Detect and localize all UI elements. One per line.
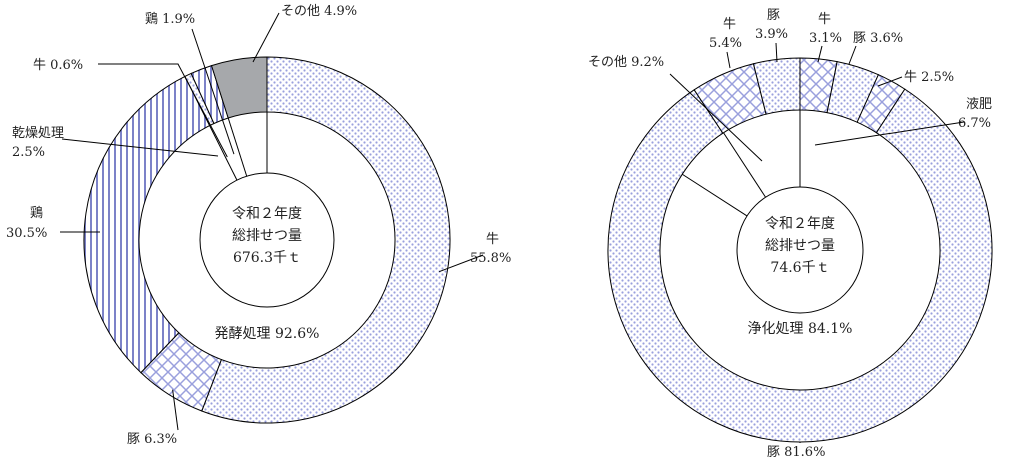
leader-pig <box>172 389 179 431</box>
label-pig: 豚 6.3% <box>127 432 177 447</box>
inner-divider <box>681 173 748 217</box>
label-cattle-c: 牛 <box>723 17 736 32</box>
leader-chicken-small <box>191 28 235 155</box>
outer-slice <box>201 56 451 424</box>
label-cattle: 牛 <box>486 232 499 247</box>
outer-slice <box>752 57 801 115</box>
center-text-line: 74.6千ｔ <box>770 260 829 276</box>
label-chicken-value: 30.5% <box>6 226 47 241</box>
leader-pig-b <box>775 42 778 63</box>
leader-cattle-small <box>98 63 228 158</box>
leader-cattle-c <box>726 51 731 69</box>
leader-other-b <box>669 73 763 162</box>
leader-pig-a <box>848 45 857 65</box>
center-text-line: 令和２年度 <box>232 206 302 222</box>
leader-drying <box>61 138 219 157</box>
label-drying-value: 2.5% <box>12 145 45 160</box>
label-pig-b-value: 3.9% <box>755 27 788 42</box>
center-text-line: 総排せつ量 <box>232 228 302 244</box>
label-cattle-a-value: 3.1% <box>809 31 842 46</box>
center-text-line: 総排せつ量 <box>765 238 835 254</box>
center-text-line: 令和２年度 <box>765 216 835 232</box>
leader-liquid-fertilizer <box>814 121 965 146</box>
inner-label-purification: 浄化処理 84.1% <box>748 321 853 337</box>
label-cattle-small: 牛 0.6% <box>33 58 83 73</box>
label-cattle-value: 55.8% <box>470 251 511 266</box>
inner-divider <box>723 132 766 198</box>
label-liquid-fertilizer: 液肥 <box>966 97 992 112</box>
label-cattle-a: 牛 <box>818 12 831 27</box>
outer-slice <box>607 88 993 443</box>
leader-cattle-b <box>877 76 903 87</box>
label-pig-main: 豚 81.6% <box>767 445 825 459</box>
label-chicken: 鶏 <box>30 206 43 221</box>
label-chicken-small: 鶏 1.9% <box>145 12 195 27</box>
center-text-line: 676.3千ｔ <box>233 250 301 266</box>
leader-cattle <box>438 254 484 273</box>
label-pig-b: 豚 <box>767 8 780 23</box>
label-drying: 乾燥処理 <box>12 126 64 141</box>
outer-slice <box>83 75 211 374</box>
label-pig-a: 豚 3.6% <box>853 31 903 46</box>
label-liquid-fertilizer-value: 6.7% <box>958 116 991 131</box>
label-cattle-c-value: 5.4% <box>709 36 742 51</box>
label-cattle-b: 牛 2.5% <box>904 70 954 85</box>
inner-divider <box>227 117 248 177</box>
leader-cattle-a <box>817 45 823 63</box>
label-other-b: その他 9.2% <box>588 55 664 70</box>
label-other: その他 4.9% <box>281 4 357 19</box>
leader-other <box>252 12 280 63</box>
inner-divider <box>209 125 238 181</box>
inner-label-fermentation: 発酵処理 92.6% <box>215 326 320 342</box>
